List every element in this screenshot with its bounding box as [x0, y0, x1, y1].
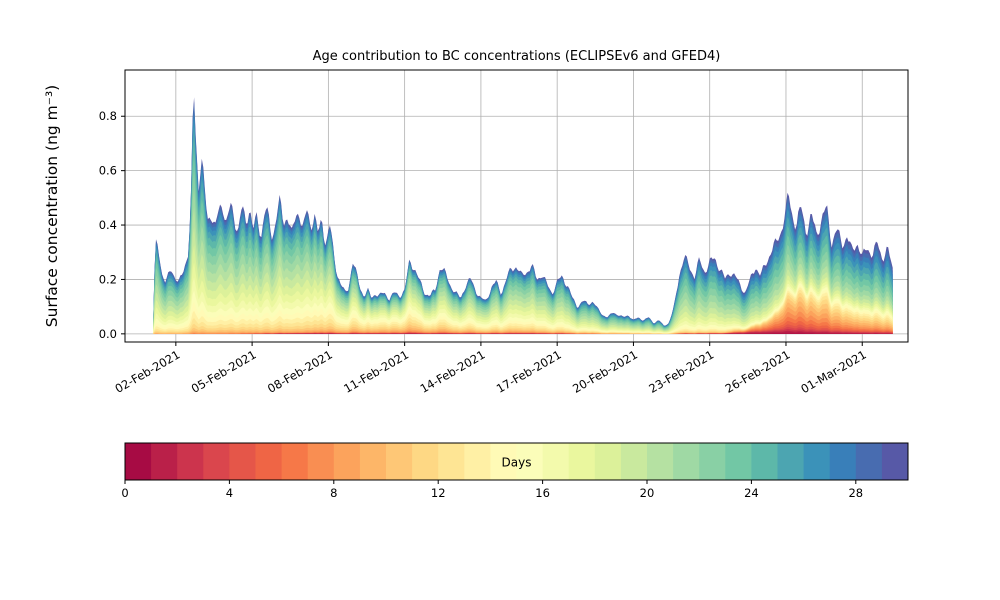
y-tick-label: 0.4	[99, 218, 117, 232]
colorbar-segment	[177, 443, 204, 480]
colorbar-segment	[803, 443, 831, 480]
colorbar-segment	[386, 443, 413, 480]
age-layer-25	[153, 124, 893, 334]
plot-frame	[124, 69, 909, 343]
colorbar-tick-label: 20	[640, 486, 655, 500]
y-tick-label: 0.0	[99, 327, 117, 341]
colorbar-tick-label: 4	[226, 486, 233, 500]
x-tick-label: 23-Feb-2021	[646, 347, 716, 395]
colorbar-segment	[647, 443, 674, 480]
colorbar-segment	[568, 443, 596, 480]
colorbar-segment	[333, 443, 361, 480]
age-layer-21	[153, 187, 893, 334]
y-axis-label: Surface concentration (ng m⁻³)	[43, 85, 61, 327]
colorbar-segment	[490, 443, 518, 480]
colorbar-segment	[829, 443, 857, 480]
colorbar-segment	[855, 443, 883, 480]
colorbar-segment	[359, 443, 387, 480]
colorbar-segment	[438, 443, 465, 480]
colorbar-segment	[620, 443, 648, 480]
x-axis: 02-Feb-2021 05-Feb-2021 08-Feb-2021 11-Feb-…	[113, 342, 869, 396]
colorbar-segment	[777, 443, 805, 480]
colorbar-segment	[516, 443, 544, 480]
colorbar-segment	[594, 443, 622, 480]
stacked-areas	[153, 97, 893, 334]
colorbar-frame	[124, 442, 909, 481]
chart-title: Age contribution to BC concentrations (E…	[313, 49, 721, 64]
age-layer-14	[153, 285, 893, 334]
colorbar-segment	[203, 443, 231, 480]
y-tick-label: 0.6	[99, 164, 117, 178]
colorbar-segment	[151, 443, 178, 480]
age-layer-0	[153, 332, 893, 334]
y-tick-label: 0.8	[99, 109, 117, 123]
colorbar-segment	[281, 443, 309, 480]
colorbar-label: Days	[502, 456, 532, 470]
colorbar-segment	[229, 443, 257, 480]
colorbar-segment	[751, 443, 779, 480]
x-tick-label: 20-Feb-2021	[570, 347, 640, 395]
x-tick-label: 08-Feb-2021	[265, 347, 335, 395]
colorbar-segment	[464, 443, 492, 480]
colorbar-ticks: 0 4 8 12 16 20 24 28	[121, 480, 863, 500]
x-tick-label: 05-Feb-2021	[189, 347, 259, 395]
colorbar-segment	[673, 443, 700, 480]
colorbar-segment	[542, 443, 570, 480]
x-tick-label: 02-Feb-2021	[113, 347, 183, 395]
colorbar-segment	[412, 443, 439, 480]
colorbar-tick-label: 12	[431, 486, 446, 500]
y-axis: 0.0 0.2 0.4 0.6 0.8	[99, 109, 125, 341]
colorbar: Days 0 4 8 12 16 20 24 28	[121, 442, 909, 500]
colorbar-tick-label: 0	[121, 486, 128, 500]
y-tick-label: 0.2	[99, 272, 117, 286]
x-tick-label: 14-Feb-2021	[418, 347, 488, 395]
colorbar-tick-label: 16	[535, 486, 550, 500]
colorbar-tick-label: 24	[744, 486, 759, 500]
colorbar-segment	[699, 443, 726, 480]
age-layer-23	[153, 152, 893, 334]
x-tick-label: 01-Mar-2021	[798, 347, 868, 396]
colorbar-segment	[307, 443, 335, 480]
x-tick-label: 17-Feb-2021	[494, 347, 564, 395]
colorbar-tick-label: 8	[330, 486, 337, 500]
colorbar-segment	[725, 443, 753, 480]
age-layer-24	[153, 137, 893, 334]
age-layer-22	[153, 169, 893, 334]
x-tick-label: 11-Feb-2021	[341, 347, 411, 395]
colorbar-segment	[125, 443, 152, 480]
colorbar-gradient	[125, 443, 908, 480]
x-tick-label: 26-Feb-2021	[723, 347, 793, 395]
colorbar-segment	[881, 443, 908, 480]
colorbar-tick-label: 28	[848, 486, 863, 500]
colorbar-segment	[255, 443, 283, 480]
